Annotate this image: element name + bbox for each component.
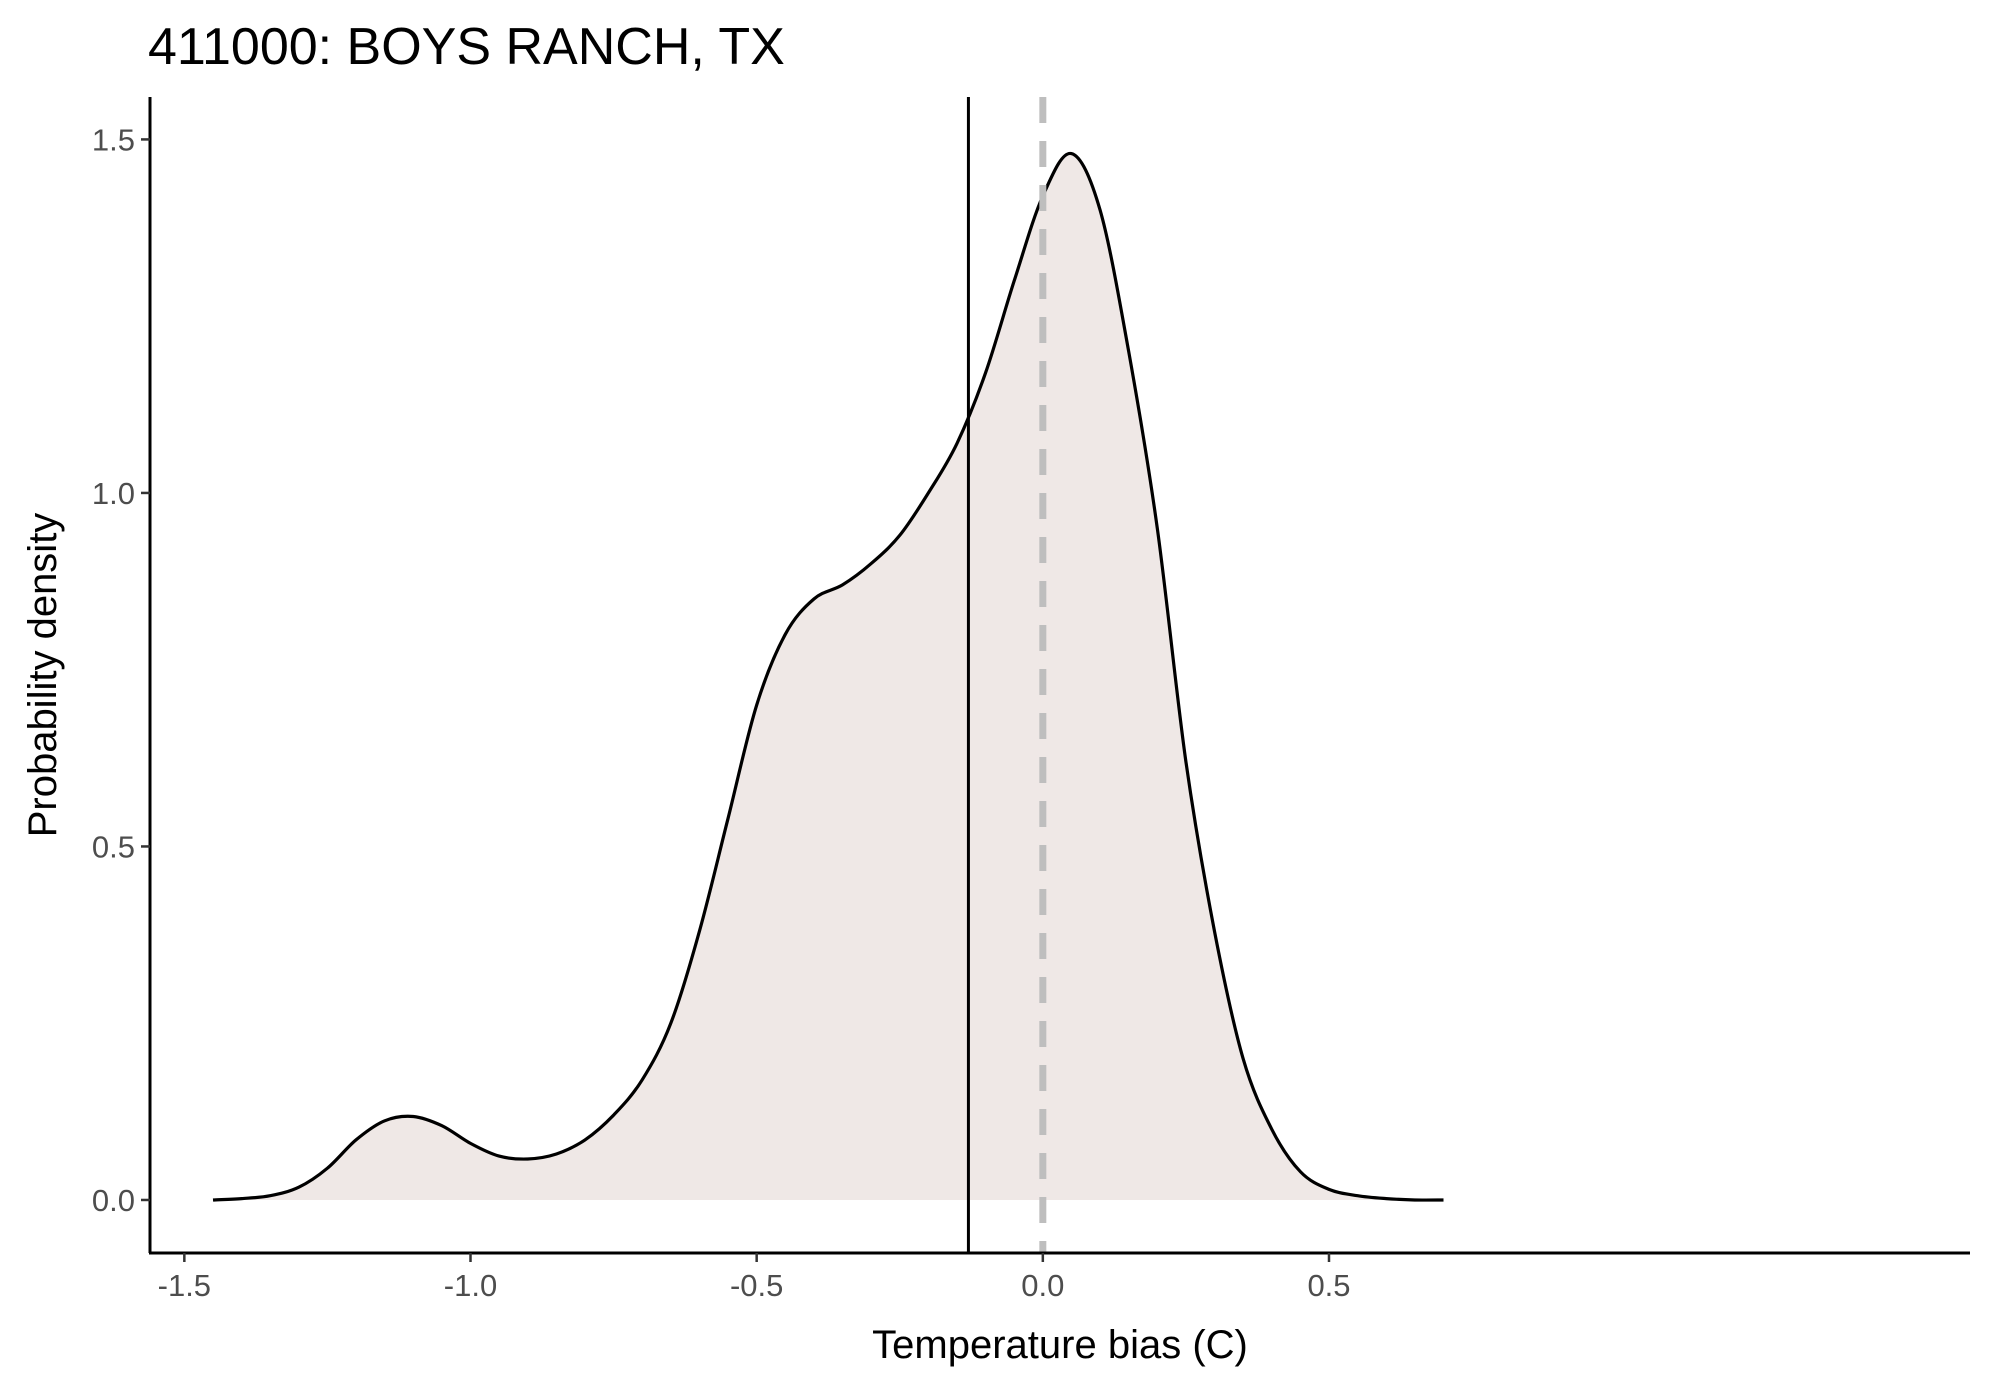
x-tick-label: -0.5 xyxy=(730,1268,783,1303)
y-axis-title: Probability density xyxy=(21,513,65,838)
x-tick-label: -1.0 xyxy=(444,1268,497,1303)
chart-title: 411000: BOYS RANCH, TX xyxy=(148,18,785,76)
reference-lines xyxy=(966,97,1047,1253)
density-area xyxy=(213,153,1444,1201)
x-axis-ticks: -1.5 -1.0 -0.5 0.0 0.5 xyxy=(158,1253,1351,1303)
x-tick-label: 0.0 xyxy=(1021,1268,1064,1303)
y-tick-label: 1.5 xyxy=(92,122,135,157)
density-curve xyxy=(212,151,1444,1202)
x-axis-title: Temperature bias (C) xyxy=(872,1323,1248,1367)
x-tick-label: -1.5 xyxy=(158,1268,211,1303)
x-tick-label: 0.5 xyxy=(1307,1268,1350,1303)
y-axis-ticks: 0.0 0.5 1.0 1.5 xyxy=(92,122,150,1218)
y-tick-label: 1.0 xyxy=(92,476,135,511)
y-tick-label: 0.5 xyxy=(92,829,135,864)
y-tick-label: 0.0 xyxy=(92,1183,135,1218)
